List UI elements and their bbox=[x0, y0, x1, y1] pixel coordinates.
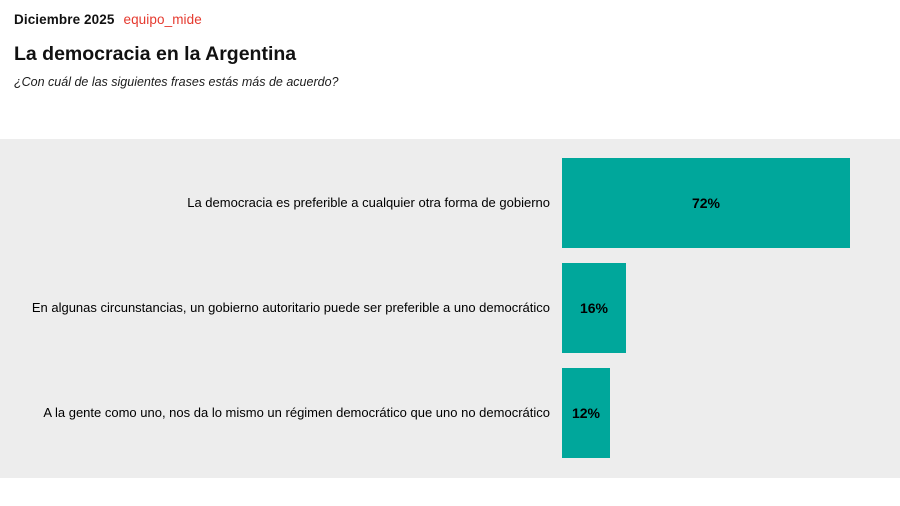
bar-chart: La democracia es preferible a cualquier … bbox=[0, 139, 900, 478]
brand-label: equipo_mide bbox=[123, 12, 202, 27]
bar-value-label: 16% bbox=[579, 300, 609, 316]
bar-row: La democracia es preferible a cualquier … bbox=[0, 158, 900, 248]
bar-category-label: A la gente como uno, nos da lo mismo un … bbox=[43, 405, 550, 421]
page-title: La democracia en la Argentina bbox=[14, 43, 297, 65]
bar-value-label: 12% bbox=[571, 405, 601, 421]
page-subtitle: ¿Con cuál de las siguientes frases estás… bbox=[14, 75, 339, 89]
bar-category-label: En algunas circunstancias, un gobierno a… bbox=[31, 300, 550, 316]
header: Diciembre 2025 equipo_mide La democracia … bbox=[0, 0, 900, 89]
meta-line: Diciembre 2025 equipo_mide bbox=[14, 12, 886, 27]
date-label: Diciembre 2025 bbox=[14, 12, 115, 27]
bar-value-label: 72% bbox=[691, 195, 721, 211]
bar-category-label: La democracia es preferible a cualquier … bbox=[187, 195, 550, 211]
bar: 72% bbox=[562, 158, 850, 248]
bar-row: En algunas circunstancias, un gobierno a… bbox=[0, 263, 900, 353]
bar: 16% bbox=[562, 263, 626, 353]
bar-row: A la gente como uno, nos da lo mismo un … bbox=[0, 368, 900, 458]
bar: 12% bbox=[562, 368, 610, 458]
